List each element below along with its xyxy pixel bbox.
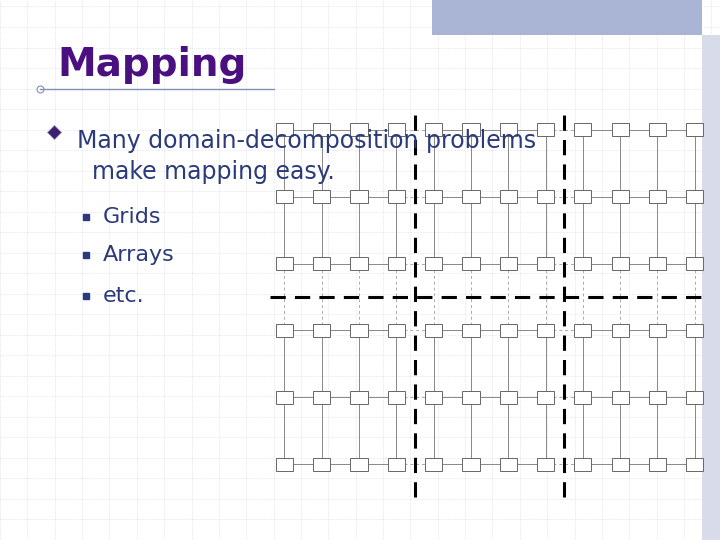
Text: Arrays: Arrays (103, 245, 175, 265)
FancyBboxPatch shape (537, 257, 554, 270)
FancyBboxPatch shape (351, 458, 368, 471)
FancyBboxPatch shape (575, 391, 591, 404)
FancyBboxPatch shape (611, 324, 629, 337)
FancyBboxPatch shape (537, 391, 554, 404)
FancyBboxPatch shape (462, 190, 480, 203)
FancyBboxPatch shape (686, 123, 703, 136)
FancyBboxPatch shape (388, 123, 405, 136)
Text: Many domain-decomposition problems
  make mapping easy.: Many domain-decomposition problems make … (77, 129, 536, 184)
FancyBboxPatch shape (611, 391, 629, 404)
FancyBboxPatch shape (500, 391, 517, 404)
FancyBboxPatch shape (649, 324, 666, 337)
FancyBboxPatch shape (425, 123, 442, 136)
FancyBboxPatch shape (276, 190, 293, 203)
FancyBboxPatch shape (500, 190, 517, 203)
FancyBboxPatch shape (388, 190, 405, 203)
FancyBboxPatch shape (686, 257, 703, 270)
FancyBboxPatch shape (425, 458, 442, 471)
FancyBboxPatch shape (351, 257, 368, 270)
FancyBboxPatch shape (425, 391, 442, 404)
FancyBboxPatch shape (276, 391, 293, 404)
FancyBboxPatch shape (686, 190, 703, 203)
FancyBboxPatch shape (425, 257, 442, 270)
FancyBboxPatch shape (425, 190, 442, 203)
FancyBboxPatch shape (575, 190, 591, 203)
FancyBboxPatch shape (686, 458, 703, 471)
FancyBboxPatch shape (611, 123, 629, 136)
FancyBboxPatch shape (500, 123, 517, 136)
FancyBboxPatch shape (388, 458, 405, 471)
FancyBboxPatch shape (313, 458, 330, 471)
FancyBboxPatch shape (276, 324, 293, 337)
FancyBboxPatch shape (500, 324, 517, 337)
FancyBboxPatch shape (351, 123, 368, 136)
FancyBboxPatch shape (649, 123, 666, 136)
FancyBboxPatch shape (537, 458, 554, 471)
FancyBboxPatch shape (611, 190, 629, 203)
FancyBboxPatch shape (649, 257, 666, 270)
FancyBboxPatch shape (351, 391, 368, 404)
FancyBboxPatch shape (425, 324, 442, 337)
FancyBboxPatch shape (537, 324, 554, 337)
FancyBboxPatch shape (575, 458, 591, 471)
FancyBboxPatch shape (388, 324, 405, 337)
FancyBboxPatch shape (500, 257, 517, 270)
FancyBboxPatch shape (649, 458, 666, 471)
FancyBboxPatch shape (432, 0, 702, 35)
FancyBboxPatch shape (313, 391, 330, 404)
Text: Grids: Grids (103, 207, 161, 227)
FancyBboxPatch shape (702, 35, 720, 540)
FancyBboxPatch shape (313, 123, 330, 136)
FancyBboxPatch shape (649, 190, 666, 203)
Text: etc.: etc. (103, 286, 145, 306)
FancyBboxPatch shape (575, 257, 591, 270)
FancyBboxPatch shape (649, 391, 666, 404)
FancyBboxPatch shape (462, 458, 480, 471)
FancyBboxPatch shape (462, 391, 480, 404)
FancyBboxPatch shape (575, 324, 591, 337)
FancyBboxPatch shape (276, 123, 293, 136)
FancyBboxPatch shape (388, 391, 405, 404)
Text: Mapping: Mapping (58, 46, 247, 84)
FancyBboxPatch shape (313, 190, 330, 203)
FancyBboxPatch shape (276, 257, 293, 270)
FancyBboxPatch shape (686, 391, 703, 404)
FancyBboxPatch shape (500, 458, 517, 471)
FancyBboxPatch shape (462, 324, 480, 337)
FancyBboxPatch shape (388, 257, 405, 270)
FancyBboxPatch shape (313, 324, 330, 337)
FancyBboxPatch shape (351, 324, 368, 337)
FancyBboxPatch shape (351, 190, 368, 203)
FancyBboxPatch shape (686, 324, 703, 337)
FancyBboxPatch shape (537, 123, 554, 136)
FancyBboxPatch shape (276, 458, 293, 471)
FancyBboxPatch shape (462, 257, 480, 270)
FancyBboxPatch shape (313, 257, 330, 270)
FancyBboxPatch shape (611, 458, 629, 471)
FancyBboxPatch shape (462, 123, 480, 136)
FancyBboxPatch shape (537, 190, 554, 203)
FancyBboxPatch shape (575, 123, 591, 136)
FancyBboxPatch shape (611, 257, 629, 270)
